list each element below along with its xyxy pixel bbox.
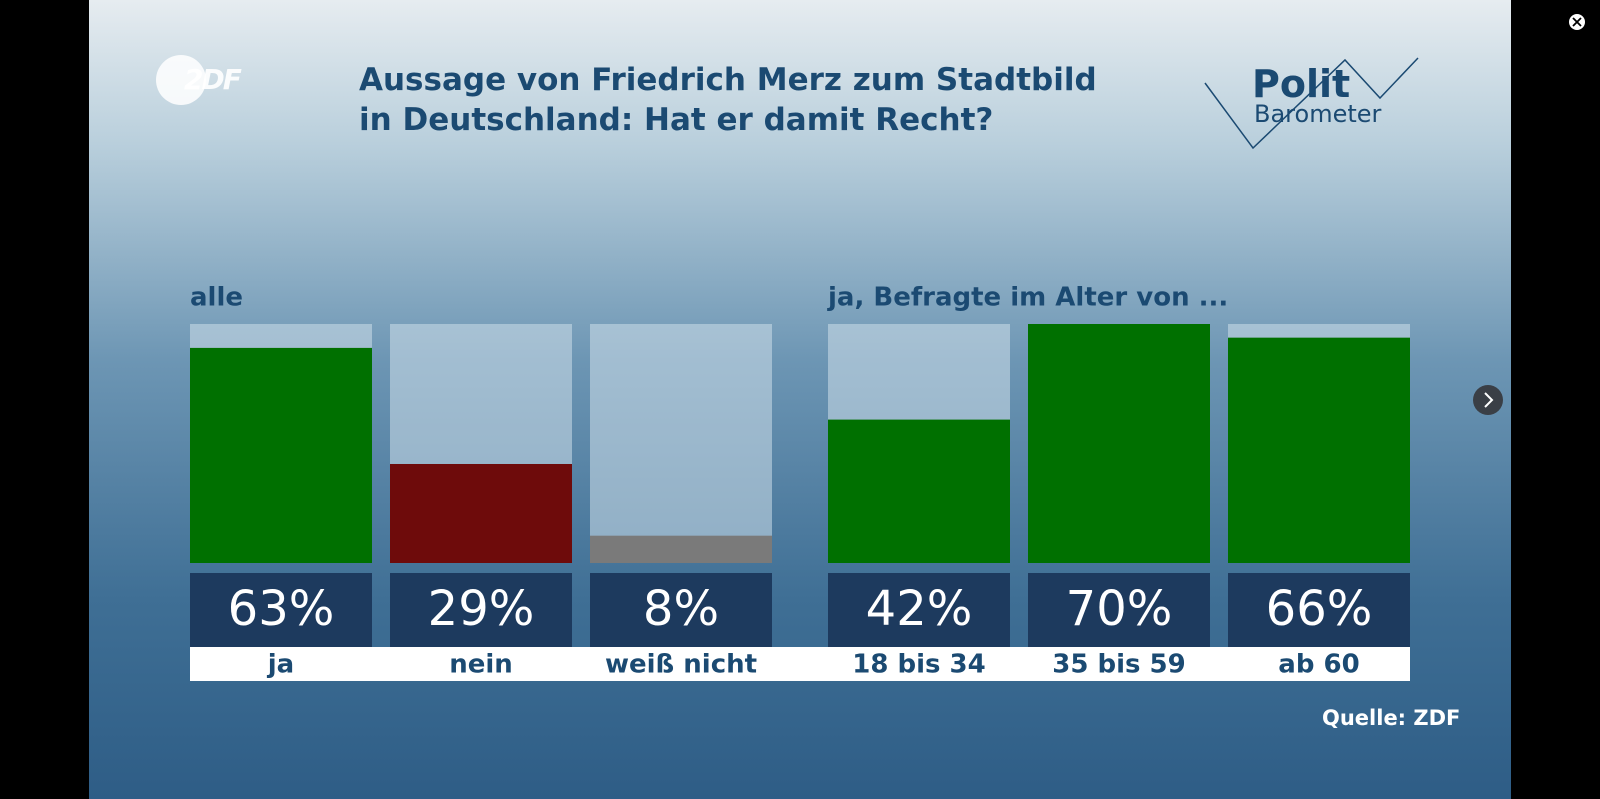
brand-title: Polit xyxy=(1252,62,1351,106)
label-strip xyxy=(190,647,1410,681)
zdf-logo: 2DF xyxy=(156,55,242,105)
category-label: 35 bis 59 xyxy=(1052,650,1185,680)
next-icon xyxy=(1484,392,1494,408)
bar xyxy=(1028,324,1210,563)
logo-text: 2DF xyxy=(184,63,242,96)
bar xyxy=(1228,337,1410,563)
source: Quelle: ZDF xyxy=(1322,706,1461,730)
value-label: 42% xyxy=(866,581,973,637)
value-box xyxy=(190,573,372,647)
value-label: 66% xyxy=(1266,581,1373,637)
category-label: ja xyxy=(267,650,294,680)
value-label: 70% xyxy=(1066,581,1173,637)
bar xyxy=(828,419,1010,563)
value-label: 29% xyxy=(428,581,535,637)
value-label: 63% xyxy=(228,581,335,637)
chart-title: Aussage von Friedrich Merz zum Stadtbild… xyxy=(359,62,1097,138)
value-box xyxy=(1228,573,1410,647)
panel-title: ja, Befragte im Alter von ... xyxy=(827,283,1228,313)
brand-subtitle: Barometer xyxy=(1254,100,1382,128)
panel-title: alle xyxy=(190,283,243,313)
category-label: weiß nicht xyxy=(605,650,757,680)
bar-slot xyxy=(590,324,772,563)
value-label: 8% xyxy=(643,581,719,637)
bar xyxy=(590,535,772,563)
category-label: nein xyxy=(449,650,513,680)
value-box xyxy=(828,573,1010,647)
category-label: ab 60 xyxy=(1278,650,1359,680)
bar xyxy=(190,347,372,563)
close-icon xyxy=(1572,17,1582,27)
value-box xyxy=(390,573,572,647)
brand-graphic xyxy=(1204,57,1419,150)
bar xyxy=(390,463,572,563)
value-box xyxy=(1028,573,1210,647)
next-button[interactable] xyxy=(1473,385,1503,415)
value-box xyxy=(590,573,772,647)
category-label: 18 bis 34 xyxy=(852,650,985,680)
